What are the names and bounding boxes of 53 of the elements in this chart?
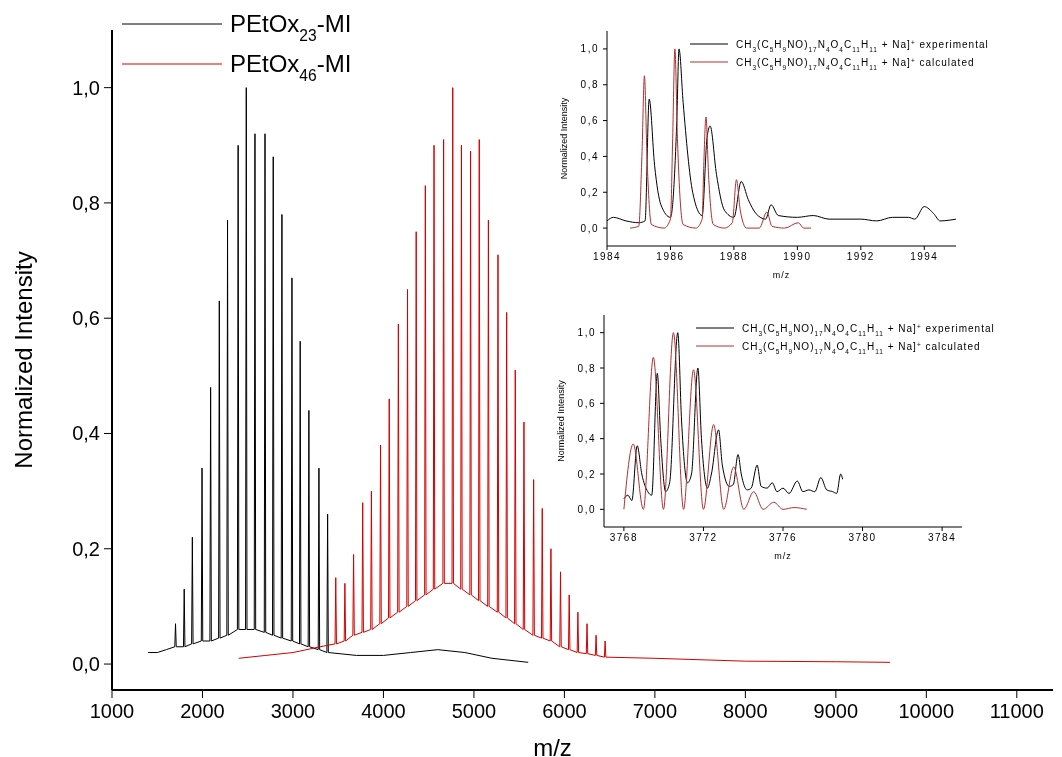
x-tick-label: 8000: [723, 700, 768, 722]
y-tick-label: 0,8: [72, 191, 100, 214]
text: CH$_{3}$(C$_{5}$H$_{9}$NO)$_{17}$N$_{4}$O$_{4}$C$_{11}$H$_{11}$ + Na]$^{+}$ calculated: [736, 56, 975, 70]
legend-label: PEtOx$_{23}$-MI: [230, 10, 352, 44]
x-tick-label: 2000: [180, 700, 225, 722]
x-tick-label: 3000: [270, 700, 316, 722]
x-tick-label: 10000: [898, 700, 955, 722]
y-tick-label: 0,2: [72, 537, 100, 560]
line-series: [147, 87, 529, 663]
x-tick-label: 11000: [989, 700, 1044, 722]
x-tick-label: 3772: [689, 532, 718, 543]
y-tick-label: 0,2: [577, 468, 596, 480]
x-tick-label: 7000: [632, 700, 678, 722]
x-tick-label: 1986: [656, 251, 685, 262]
text: CH$_{3}$(C$_{5}$H$_{9}$NO)$_{17}$N$_{4}$O$_{4}$C$_{11}$H$_{11}$ + Na]$^{+}$ calculated: [742, 340, 981, 354]
x-axis-title: m/z: [533, 734, 572, 757]
y-axis-title: Normalized Intensity: [10, 251, 37, 469]
text: CH$_{3}$(C$_{5}$H$_{9}$NO)$_{17}$N$_{4}$O$_{4}$C$_{11}$H$_{11}$ + Na]$^{+}$ experimental: [742, 322, 995, 336]
x-tick-label: 5000: [451, 700, 497, 722]
x-tick-label: 3776: [768, 532, 798, 543]
x-tick-label: 1000: [89, 700, 135, 722]
x-axis-title: m/z: [772, 270, 791, 280]
y-tick-label: 0,8: [580, 79, 599, 91]
y-tick-label: 0,4: [580, 150, 599, 162]
x-tick-label: 4000: [361, 700, 406, 722]
y-tick-label: 0,0: [580, 222, 599, 234]
x-axis-title: m/z: [774, 551, 792, 561]
legend-label: PEtOx$_{46}$-MI: [230, 50, 352, 84]
y-tick-label: 0,8: [577, 362, 596, 374]
y-tick-label: 1,0: [72, 76, 100, 99]
y-tick-label: 1,0: [577, 327, 596, 339]
y-tick-label: 0,2: [580, 186, 599, 198]
y-tick-label: 0,6: [580, 115, 599, 127]
y-tick-label: 0,0: [577, 503, 596, 515]
x-tick-label: 1988: [719, 251, 749, 262]
x-tick-label: 3784: [927, 532, 957, 543]
x-tick-label: 6000: [542, 700, 587, 722]
x-tick-label: 1992: [846, 251, 875, 262]
y-tick-label: 0,0: [72, 653, 100, 676]
x-tick-label: 9000: [813, 700, 859, 722]
y-tick-label: 0,4: [577, 433, 596, 445]
y-tick-label: 0,4: [72, 422, 100, 445]
x-tick-label: 1990: [783, 251, 812, 262]
x-tick-label: 3780: [848, 532, 877, 543]
y-tick-label: 1,0: [580, 43, 599, 55]
y-tick-label: 0,6: [577, 397, 596, 409]
x-tick-label: 1984: [592, 251, 622, 262]
y-axis-title: Normalized Intensity: [559, 97, 569, 180]
text: CH$_{3}$(C$_{5}$H$_{9}$NO)$_{17}$N$_{4}$O$_{4}$C$_{11}$H$_{11}$ + Na]$^{+}$ experimental: [736, 38, 989, 52]
y-axis-title: Normalized Intensity: [556, 379, 566, 462]
y-tick-label: 0,6: [72, 307, 100, 330]
x-tick-label: 3768: [609, 532, 639, 543]
x-tick-label: 1994: [910, 251, 939, 262]
